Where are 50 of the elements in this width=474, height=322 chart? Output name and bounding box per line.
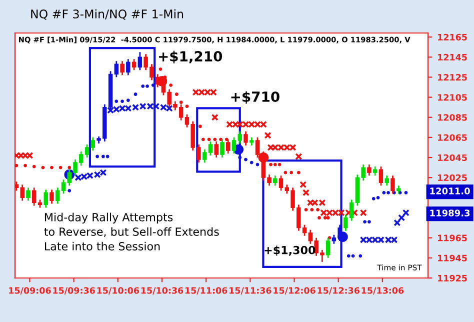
y-tick-label: 12025: [438, 174, 467, 182]
text: 12011.0: [430, 188, 470, 194]
candlestick: [126, 58, 130, 76]
x-tick-label: 15/11:06: [185, 287, 228, 294]
candlestick: [372, 166, 378, 176]
candlestick: [32, 186, 36, 206]
candlestick: [278, 174, 284, 192]
candlestick: [44, 188, 48, 208]
candlestick: [120, 60, 124, 76]
candlestick: [244, 130, 248, 146]
candlestick: [232, 136, 236, 154]
candlestick: [138, 51, 142, 71]
x-tick-label: 15/13:06: [362, 287, 404, 294]
candlestick: [238, 130, 242, 144]
x-tick-label: 15/10:36: [141, 287, 184, 294]
y-tick-label: 12105: [438, 94, 467, 101]
candlestick: [226, 138, 230, 154]
candlestick: [56, 186, 60, 204]
x-tick-label: 15/10:06: [97, 287, 140, 294]
y-tick-label: 12145: [438, 54, 467, 61]
candlestick: [61, 178, 66, 194]
y-tick-label: 12085: [438, 114, 467, 121]
annotation: Mid-day Rally Attempts to Reverse, but Sell-off Extends Late into the Session: [44, 212, 219, 250]
x-tick-label: 15/12:36: [318, 287, 360, 294]
candlestick: [273, 174, 278, 186]
annotation: +$1,210: [158, 50, 222, 64]
candlestick: [26, 186, 30, 202]
y-tick-label: 11965: [438, 234, 467, 242]
y-tick-label: 11925: [438, 274, 467, 282]
candlestick: [367, 164, 372, 176]
candlestick: [84, 144, 90, 158]
y-tick-label: 11945: [438, 254, 467, 262]
candlestick: [50, 188, 54, 204]
y-tick-label: 12045: [438, 154, 467, 161]
candlestick: [132, 58, 136, 71]
x-tick-label: 15/11:36: [230, 287, 272, 294]
text: 11989.3: [430, 210, 470, 216]
candlestick: [202, 148, 207, 164]
candlestick: [90, 136, 96, 152]
candlestick: [114, 60, 119, 78]
y-tick-label: 12125: [438, 74, 467, 81]
candlestick: [378, 166, 384, 186]
x-tick-label: 15/09:06: [9, 287, 51, 294]
y-tick-label: 12065: [438, 134, 467, 141]
candlestick: [384, 174, 389, 186]
chart-title: NQ #F 3-Min/NQ #F 1-Min: [31, 9, 184, 20]
x-tick-label: 15/12:06: [274, 287, 316, 294]
annotation: +$710: [231, 91, 280, 104]
y-tick-label: 12165: [438, 34, 467, 40]
x-tick-label: 15/09:36: [53, 287, 95, 294]
